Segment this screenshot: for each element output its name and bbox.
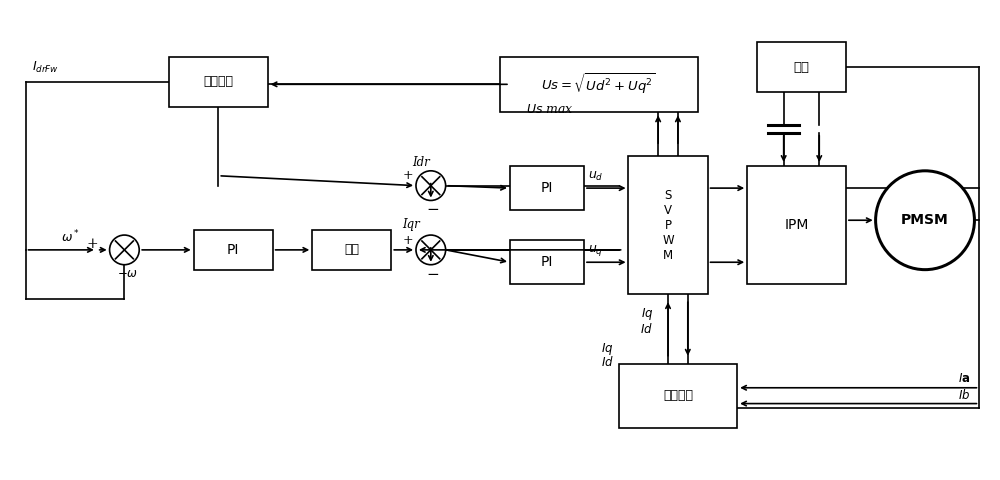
Bar [757,42,846,92]
Text: $-\omega$: $-\omega$ [117,267,138,280]
Bar [747,166,846,285]
Text: Idr: Idr [412,156,430,169]
Text: $Id$: $Id$ [640,322,653,336]
Bar [510,240,584,285]
Bar [510,166,584,210]
Text: PMSM: PMSM [901,213,949,227]
Text: $u_d$: $u_d$ [588,170,604,183]
Text: $I_{drFw}$: $I_{drFw}$ [32,60,59,74]
Text: 整流: 整流 [793,60,809,73]
Text: 坐标变换: 坐标变换 [663,389,693,402]
Text: $\omega^*$: $\omega^*$ [61,229,80,245]
Text: $-$: $-$ [426,265,439,280]
Bar [194,230,273,270]
Circle shape [876,171,974,270]
Text: Iqr: Iqr [402,218,420,231]
Bar [619,363,737,428]
Text: PI: PI [541,255,553,269]
Bar [500,57,698,111]
Text: S
V
P
W
M: S V P W M [662,189,674,262]
Text: $Us$ max: $Us$ max [526,103,573,116]
Text: 限幅: 限幅 [344,243,359,256]
Circle shape [416,171,446,201]
Circle shape [110,235,139,264]
Text: $Us=\sqrt{Ud^2+Uq^2}$: $Us=\sqrt{Ud^2+Uq^2}$ [541,72,656,96]
Text: $Iq$: $Iq$ [641,306,653,322]
Text: $Id$: $Id$ [601,355,614,369]
Text: $Ib$: $Ib$ [958,388,971,402]
Bar [312,230,391,270]
Text: IPM: IPM [784,218,809,232]
Text: $Iq$: $Iq$ [601,341,614,357]
Bar [169,57,268,107]
Text: +: + [403,233,413,247]
Text: PI: PI [227,243,239,257]
Text: 弱磁模块: 弱磁模块 [203,75,233,88]
Text: $I\mathbf{a}$: $I\mathbf{a}$ [958,372,971,385]
Text: +: + [403,169,413,182]
Text: PI: PI [541,181,553,195]
Text: $-$: $-$ [426,202,439,216]
Text: $u_q$: $u_q$ [588,243,603,258]
Circle shape [416,235,446,264]
Bar [628,156,708,294]
Text: +: + [87,237,99,251]
